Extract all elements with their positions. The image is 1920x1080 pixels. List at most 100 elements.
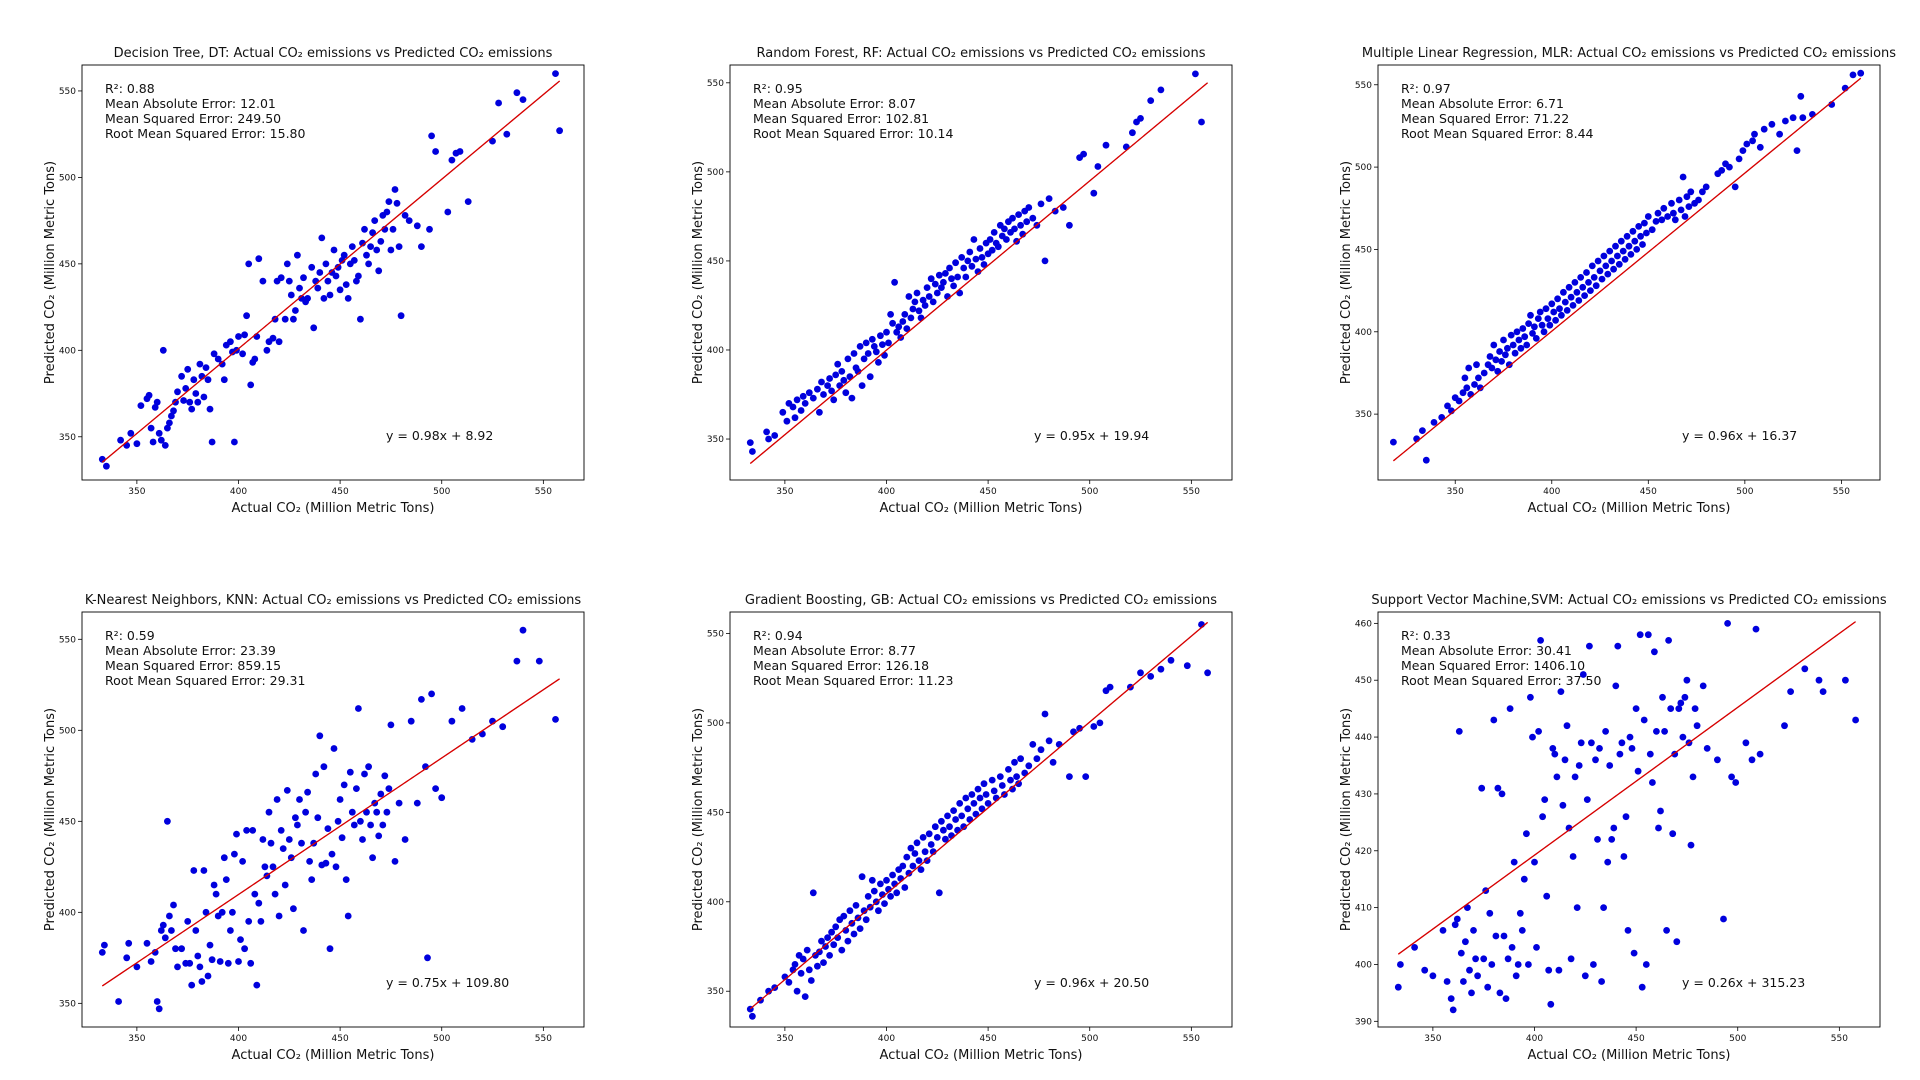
data-point (379, 821, 387, 829)
data-point (1743, 140, 1751, 148)
stat-line: R²: 0.59 (105, 628, 155, 643)
data-point (1453, 915, 1461, 923)
data-point (1515, 336, 1523, 344)
stat-line: R²: 0.33 (1401, 628, 1451, 643)
data-point (1508, 944, 1516, 951)
y-tick-label: 500 (1355, 163, 1372, 173)
data-point (840, 912, 848, 920)
data-point (1550, 308, 1558, 316)
data-point (196, 963, 204, 971)
data-point (826, 952, 833, 959)
data-point (174, 963, 181, 971)
data-point (304, 788, 311, 796)
data-point (1094, 163, 1102, 170)
data-point (942, 270, 949, 277)
data-point (353, 785, 360, 792)
data-point (799, 955, 807, 963)
x-tick-label: 500 (1081, 487, 1098, 497)
data-point (1553, 773, 1561, 781)
data-point (921, 302, 929, 309)
chart-panel-6: Support Vector Machine,SVM: Actual CO₂ e… (1339, 593, 1887, 1063)
data-point (866, 373, 874, 381)
data-point (1573, 288, 1581, 296)
data-point (970, 236, 978, 243)
data-point (310, 324, 318, 332)
x-tick-label: 400 (1526, 1034, 1543, 1044)
data-point (290, 905, 297, 913)
data-point (913, 839, 921, 847)
data-point (1579, 283, 1587, 291)
data-point (206, 405, 214, 413)
data-point (326, 945, 334, 953)
data-point (966, 248, 974, 256)
data-point (1552, 316, 1559, 324)
data-point (383, 808, 391, 816)
data-point (1720, 915, 1727, 923)
chart-panel-5: Gradient Boosting, GB: Actual CO₂ emissi… (691, 593, 1233, 1063)
data-point (281, 315, 289, 323)
data-point (1037, 746, 1045, 754)
data-point (1520, 875, 1528, 883)
data-point (1600, 252, 1608, 260)
data-point (1852, 716, 1859, 724)
data-point (1617, 237, 1625, 245)
chart-title: K-Nearest Neighbors, KNN: Actual CO₂ emi… (85, 593, 582, 608)
data-point (809, 889, 817, 897)
data-point (432, 148, 439, 155)
data-point (805, 389, 813, 397)
data-point (1496, 989, 1504, 997)
regression-equation: y = 0.96x + 16.37 (1682, 428, 1797, 443)
y-tick-label: 550 (59, 87, 76, 97)
data-point (838, 946, 846, 954)
data-point (464, 198, 472, 206)
data-point (1655, 824, 1662, 832)
data-point (1604, 270, 1612, 278)
x-axis-label: Actual CO₂ (Million Metric Tons) (232, 1048, 435, 1063)
stat-line: Mean Absolute Error: 30.41 (1401, 643, 1572, 658)
data-point (1521, 333, 1529, 341)
data-point (864, 893, 872, 900)
y-axis-label: Predicted CO₂ (Million Metric Tons) (691, 161, 706, 384)
data-point (294, 821, 301, 829)
data-point (340, 781, 348, 789)
y-tick-label: 350 (59, 999, 76, 1009)
data-point (917, 314, 925, 322)
data-point (1498, 358, 1505, 365)
data-point (1543, 892, 1551, 900)
data-point (1549, 745, 1557, 752)
data-point (1536, 308, 1544, 316)
data-point (1673, 938, 1681, 946)
data-point (1041, 257, 1049, 265)
data-point (196, 360, 204, 368)
data-point (931, 280, 939, 288)
data-point (1492, 932, 1500, 940)
data-point (893, 889, 901, 897)
data-point (1066, 773, 1073, 780)
data-point (127, 429, 135, 437)
data-point (958, 812, 966, 820)
data-point (1671, 216, 1679, 224)
data-point (1635, 223, 1643, 230)
stat-line: Mean Squared Error: 1406.10 (1401, 658, 1585, 673)
data-point (1749, 137, 1756, 145)
data-point (1478, 784, 1486, 792)
data-point (377, 238, 385, 245)
data-point (1793, 147, 1801, 155)
data-point (271, 890, 279, 898)
y-tick-label: 350 (707, 435, 724, 445)
data-point (982, 791, 990, 798)
data-point (259, 277, 267, 285)
data-point (263, 346, 271, 354)
data-point (950, 282, 957, 290)
x-tick-label: 550 (1831, 1034, 1848, 1044)
data-point (1567, 293, 1575, 301)
chart-panel-2: Random Forest, RF: Actual CO₂ emissions … (691, 46, 1233, 516)
data-point (243, 312, 251, 320)
stat-line: R²: 0.94 (753, 628, 803, 643)
data-point (251, 890, 259, 898)
data-point (783, 417, 791, 425)
data-point (746, 439, 754, 446)
x-axis-label: Actual CO₂ (Million Metric Tons) (1528, 1048, 1731, 1063)
y-tick-label: 400 (707, 346, 724, 356)
data-point (316, 732, 324, 740)
